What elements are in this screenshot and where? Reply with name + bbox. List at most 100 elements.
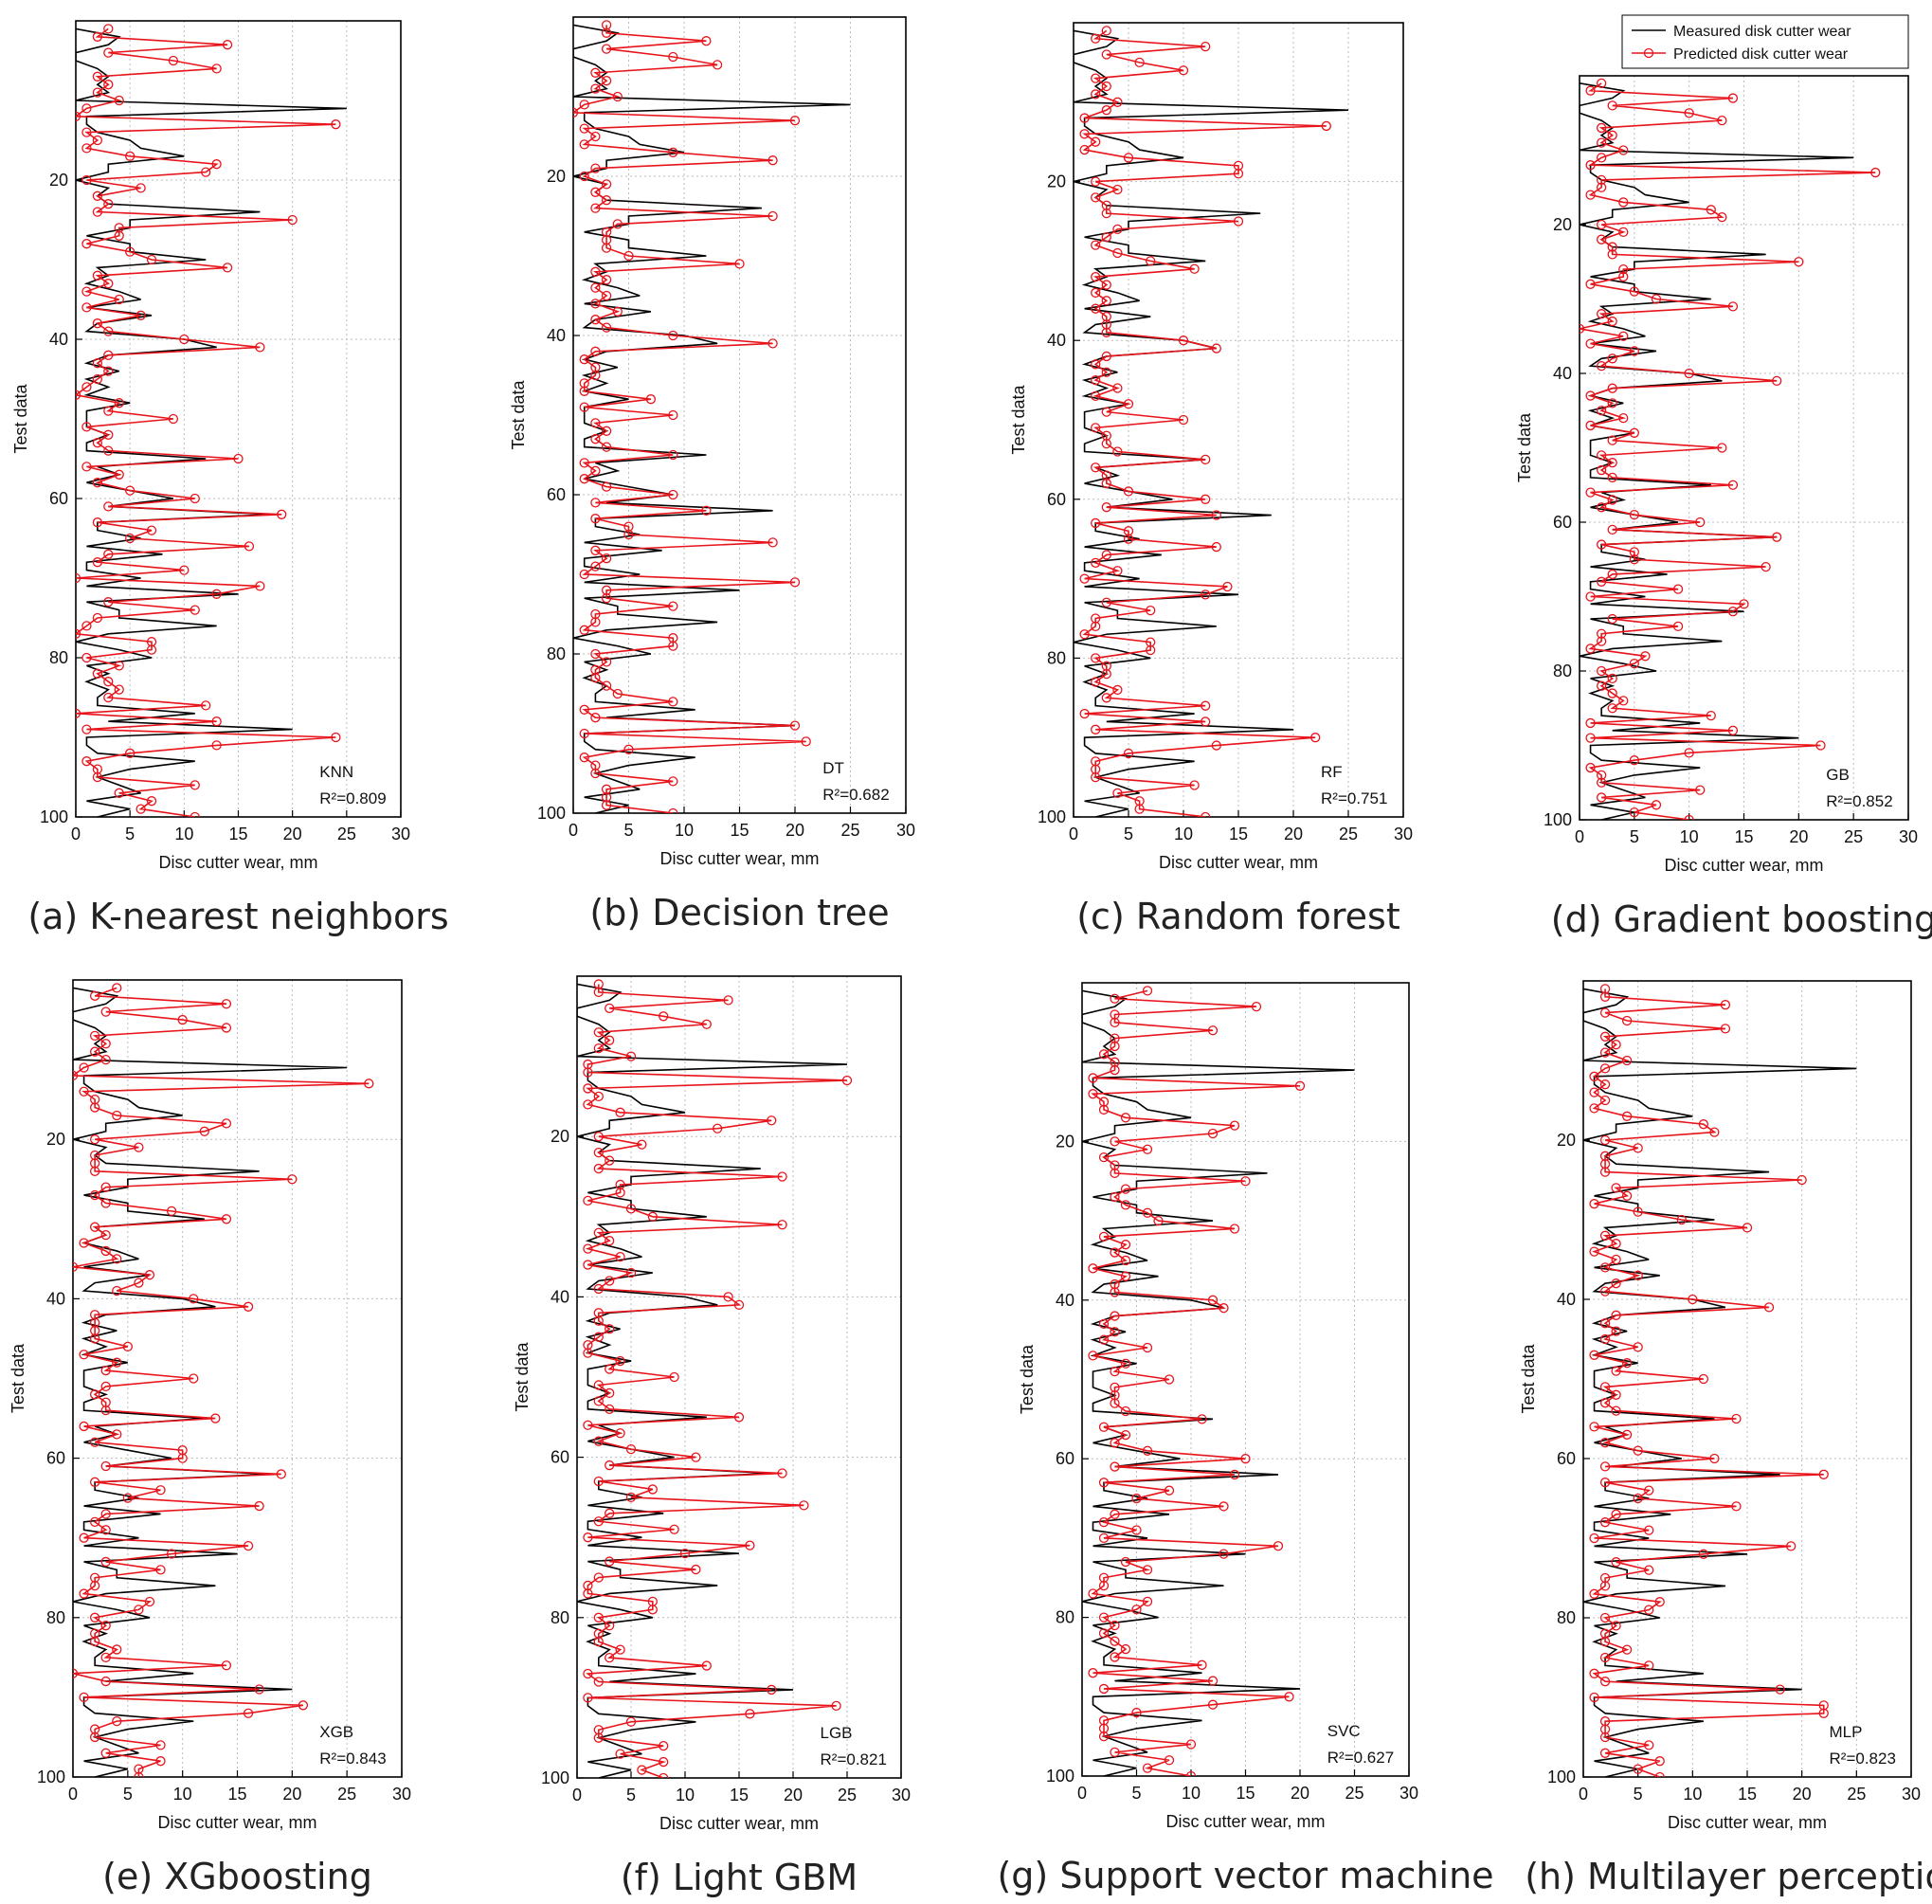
predicted-point	[605, 1276, 615, 1286]
predicted-point	[1607, 472, 1617, 483]
x-tick-label: 15	[227, 1785, 246, 1804]
predicted-point	[103, 597, 114, 607]
predicted-point	[1101, 478, 1111, 489]
predicted-point	[1589, 1532, 1599, 1544]
predicted-series-line	[1082, 29, 1327, 817]
predicted-point	[605, 1556, 615, 1567]
y-axis-label: Test data	[509, 379, 528, 449]
predicted-point	[647, 1605, 658, 1615]
x-tick-label: 20	[1793, 1785, 1812, 1804]
predicted-point	[573, 107, 579, 118]
predicted-point	[767, 338, 778, 349]
predicted-point	[659, 1741, 669, 1751]
predicted-point	[659, 1011, 669, 1022]
predicted-point	[1091, 621, 1101, 632]
y-tick-label: 100	[537, 804, 566, 823]
predicted-point	[1294, 1080, 1306, 1091]
predicted-point	[601, 275, 612, 285]
predicted-point	[1717, 443, 1727, 453]
predicted-point	[1720, 1024, 1731, 1034]
predicted-point	[81, 724, 92, 734]
predicted-point	[190, 493, 200, 504]
predicted-point	[605, 1236, 615, 1246]
predicted-point	[615, 1749, 625, 1759]
predicted-point	[100, 1676, 111, 1687]
predicted-point	[1112, 566, 1123, 576]
predicted-point	[190, 780, 200, 790]
predicted-point	[243, 1708, 254, 1718]
predicted-point	[745, 1709, 755, 1719]
predicted-point	[579, 704, 589, 715]
predicted-point	[1621, 1190, 1633, 1201]
predicted-point	[1599, 1095, 1611, 1106]
predicted-point	[593, 987, 604, 998]
predicted-point	[155, 1485, 166, 1496]
predicted-point	[1091, 557, 1101, 568]
predicted-point	[92, 207, 103, 217]
predicted-point	[1091, 240, 1101, 250]
panel-caption: (a) K-nearest neighbors	[27, 896, 448, 937]
predicted-point	[1596, 137, 1607, 148]
predicted-point	[583, 1243, 593, 1254]
y-axis-label: Test data	[513, 1341, 532, 1411]
x-tick-label: 25	[337, 825, 356, 843]
x-tick-label: 0	[1575, 827, 1584, 846]
predicted-point	[1621, 1055, 1633, 1066]
predicted-point	[76, 628, 81, 639]
x-tick-label: 10	[675, 821, 694, 840]
predicted-point	[1607, 613, 1617, 625]
predicted-point	[1599, 1333, 1611, 1345]
predicted-point	[1146, 605, 1156, 616]
predicted-point	[1120, 1113, 1131, 1123]
predicted-point	[1775, 1684, 1785, 1695]
predicted-point	[211, 740, 222, 751]
predicted-point	[593, 1637, 604, 1647]
predicted-point	[1091, 653, 1101, 663]
x-tick-label: 15	[730, 1786, 749, 1804]
predicted-point	[1640, 651, 1651, 662]
predicted-point	[1706, 710, 1716, 721]
predicted-point	[601, 680, 612, 691]
predicted-point	[590, 498, 601, 508]
predicted-point	[579, 728, 589, 739]
x-axis-label: Disc cutter wear, mm	[1668, 1813, 1827, 1832]
predicted-point	[1589, 1071, 1599, 1081]
predicted-point	[583, 1693, 593, 1703]
predicted-point	[1207, 1025, 1219, 1036]
predicted-point	[89, 1732, 100, 1743]
predicted-point	[233, 453, 244, 464]
predicted-point	[1596, 182, 1607, 192]
predicted-point	[103, 366, 114, 376]
predicted-point	[1596, 770, 1607, 781]
predicted-point	[593, 1163, 604, 1174]
predicted-point	[1706, 205, 1716, 215]
predicted-point	[1644, 1525, 1654, 1535]
predicted-point	[1088, 1263, 1098, 1274]
predicted-point	[276, 1469, 286, 1479]
predicted-point	[1611, 1326, 1621, 1336]
predicted-point	[1110, 1191, 1120, 1203]
predicted-point	[1596, 309, 1607, 319]
predicted-point	[76, 708, 81, 718]
predicted-point	[92, 478, 103, 488]
predicted-point	[1580, 323, 1585, 335]
predicted-point	[593, 1380, 604, 1390]
predicted-point	[211, 589, 222, 599]
panel-caption: (g) Support vector machine	[997, 1855, 1493, 1896]
y-tick-label: 100	[37, 1768, 65, 1786]
predicted-series-line	[1091, 989, 1301, 1776]
predicted-point	[601, 322, 612, 333]
x-tick-label: 15	[228, 825, 247, 843]
predicted-point	[579, 386, 589, 396]
predicted-point	[1698, 1373, 1709, 1385]
chart-panel: 0 5 10 15 20 25 30 20 40 60 80 100 Disc cutter wear,…	[1519, 980, 1932, 1897]
x-tick-label: 5	[1124, 825, 1133, 843]
predicted-point	[1731, 1501, 1742, 1512]
predicted-point	[1101, 367, 1111, 377]
model-label: XGB	[319, 1723, 353, 1741]
predicted-point	[1596, 78, 1607, 88]
y-tick-label: 20	[1056, 1132, 1074, 1151]
predicted-point	[1644, 1565, 1654, 1575]
predicted-point	[668, 51, 678, 63]
predicted-point	[605, 1155, 615, 1166]
